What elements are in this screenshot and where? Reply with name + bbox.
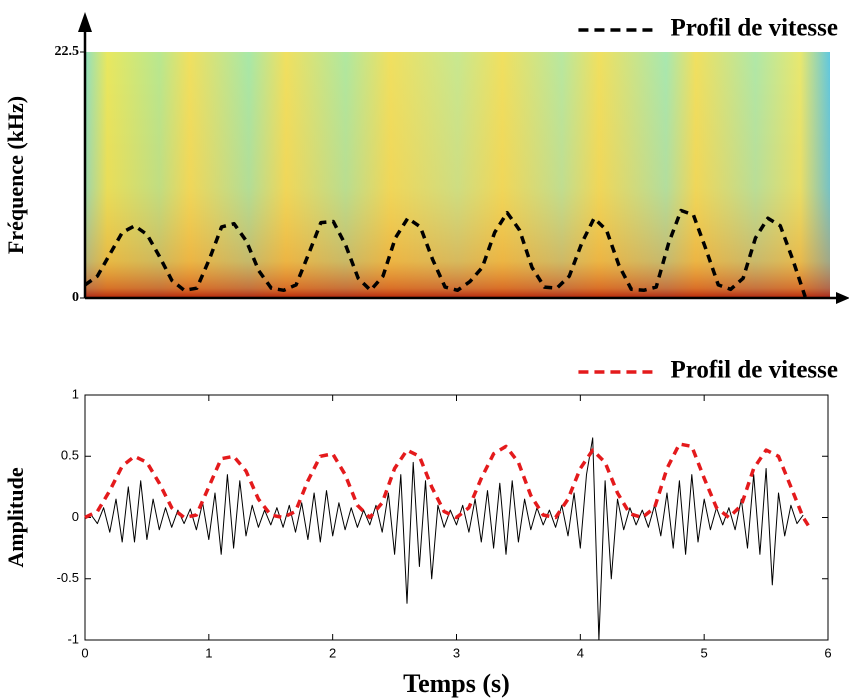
y-axis-arrow bbox=[78, 12, 92, 32]
legend-label: Profil de vitesse bbox=[670, 15, 838, 42]
x-tick-label: 2 bbox=[329, 645, 336, 660]
spectrogram-energy bbox=[85, 52, 830, 298]
profile-line bbox=[83, 208, 807, 298]
x-tick-label: 0 bbox=[81, 645, 88, 660]
y-tick-label: 22.5 bbox=[55, 44, 80, 59]
y-tick-label: 0.5 bbox=[61, 448, 79, 463]
y-tick-label: 0 bbox=[72, 290, 79, 305]
y-tick-label: -1 bbox=[67, 631, 79, 646]
x-tick-label: 3 bbox=[453, 645, 460, 660]
x-axis-label: Temps (s) bbox=[403, 669, 510, 698]
legend-label: Profil de vitesse bbox=[670, 357, 838, 384]
y-tick-label: 1 bbox=[72, 386, 79, 401]
y-axis-label: Amplitude bbox=[3, 467, 28, 567]
x-axis-arrow bbox=[836, 292, 849, 304]
signal-line bbox=[84, 437, 804, 641]
profile-line bbox=[84, 442, 811, 529]
x-tick-label: 5 bbox=[701, 645, 708, 660]
y-tick-label: 0 bbox=[72, 509, 79, 524]
y-axis-label: Fréquence (kHz) bbox=[3, 96, 28, 254]
y-tick-label: -0.5 bbox=[57, 570, 79, 585]
x-tick-label: 4 bbox=[577, 645, 584, 660]
x-tick-label: 1 bbox=[205, 645, 212, 660]
x-tick-label: 6 bbox=[824, 645, 831, 660]
